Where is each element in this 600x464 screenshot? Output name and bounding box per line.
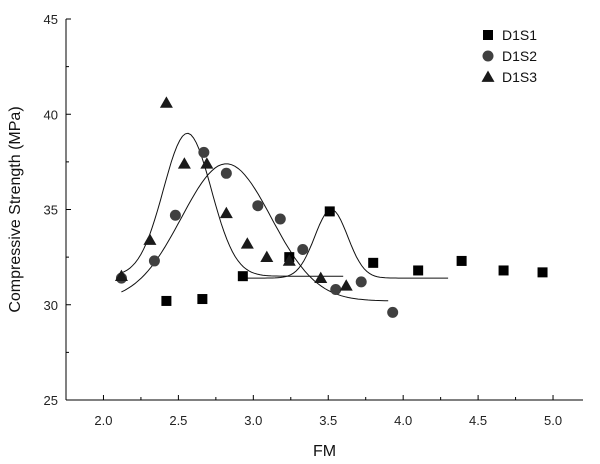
data-point-d1s2: [297, 244, 309, 256]
data-point-d1s3: [314, 271, 328, 283]
x-tick-label: 4.5: [469, 413, 487, 428]
legend-label: D1S3: [502, 69, 537, 85]
data-point-d1s3: [159, 96, 173, 108]
y-tick-label: 40: [44, 107, 58, 122]
data-point-d1s2: [330, 284, 342, 296]
data-point-d1s2: [198, 146, 210, 158]
data-point-d1s3: [143, 233, 157, 245]
legend-marker-d1s2: [482, 50, 494, 62]
legend: D1S1 D1S2 D1S3: [481, 27, 537, 85]
data-point-d1s3: [177, 157, 191, 169]
y-tick-label: 30: [44, 298, 58, 313]
data-point-d1s2: [387, 306, 399, 318]
data-point-d1s1: [413, 265, 424, 276]
fit-curve-d1s3: [121, 132, 344, 277]
data-point-d1s2: [148, 255, 160, 267]
x-tick-label: 2.0: [94, 413, 112, 428]
data-point-d1s3: [282, 254, 296, 266]
fit-curves: [121, 132, 449, 302]
data-point-d1s2: [169, 209, 181, 221]
data-point-d1s2: [252, 200, 264, 212]
data-point-d1s1: [456, 255, 467, 266]
x-tick-label: 4.0: [394, 413, 412, 428]
y-tick-label: 35: [44, 203, 58, 218]
data-point-d1s1: [237, 271, 248, 282]
fit-curve-d1s2: [121, 163, 389, 302]
data-point-d1s1: [498, 265, 509, 276]
data-point-d1s1: [537, 267, 548, 278]
data-point-d1s3: [114, 269, 128, 282]
data-points: [114, 96, 548, 318]
x-tick-label: 3.0: [244, 413, 262, 428]
x-tick-label: 5.0: [544, 413, 562, 428]
data-point-d1s3: [200, 157, 214, 169]
data-point-d1s3: [240, 237, 254, 249]
fit-curve-d1s1: [238, 209, 449, 279]
data-point-d1s1: [368, 257, 379, 268]
y-ticks: 25 30 35 40 45: [44, 12, 71, 408]
y-tick-label: 25: [44, 393, 58, 408]
data-point-d1s3: [260, 250, 274, 262]
y-tick-label: 45: [44, 12, 58, 27]
legend-label: D1S2: [502, 48, 537, 64]
data-point-d1s1: [324, 206, 335, 217]
legend-marker-d1s3: [481, 70, 495, 82]
legend-label: D1S1: [502, 27, 537, 43]
y-axis-title: Compressive Strength (MPa): [7, 106, 24, 312]
data-point-d1s3: [219, 206, 233, 219]
data-point-d1s2: [355, 276, 367, 288]
data-point-d1s1: [197, 294, 208, 305]
legend-marker-d1s1: [483, 30, 493, 40]
x-tick-label: 2.5: [169, 413, 187, 428]
x-tick-label: 3.5: [319, 413, 337, 428]
data-point-d1s2: [220, 167, 232, 179]
data-point-d1s2: [274, 213, 286, 225]
data-point-d1s1: [161, 295, 172, 306]
x-axis-title: FM: [313, 443, 336, 460]
x-ticks: 2.0 2.5 3.0 3.5 4.0 4.5 5.0: [94, 395, 562, 428]
data-point-d1s3: [339, 279, 353, 291]
